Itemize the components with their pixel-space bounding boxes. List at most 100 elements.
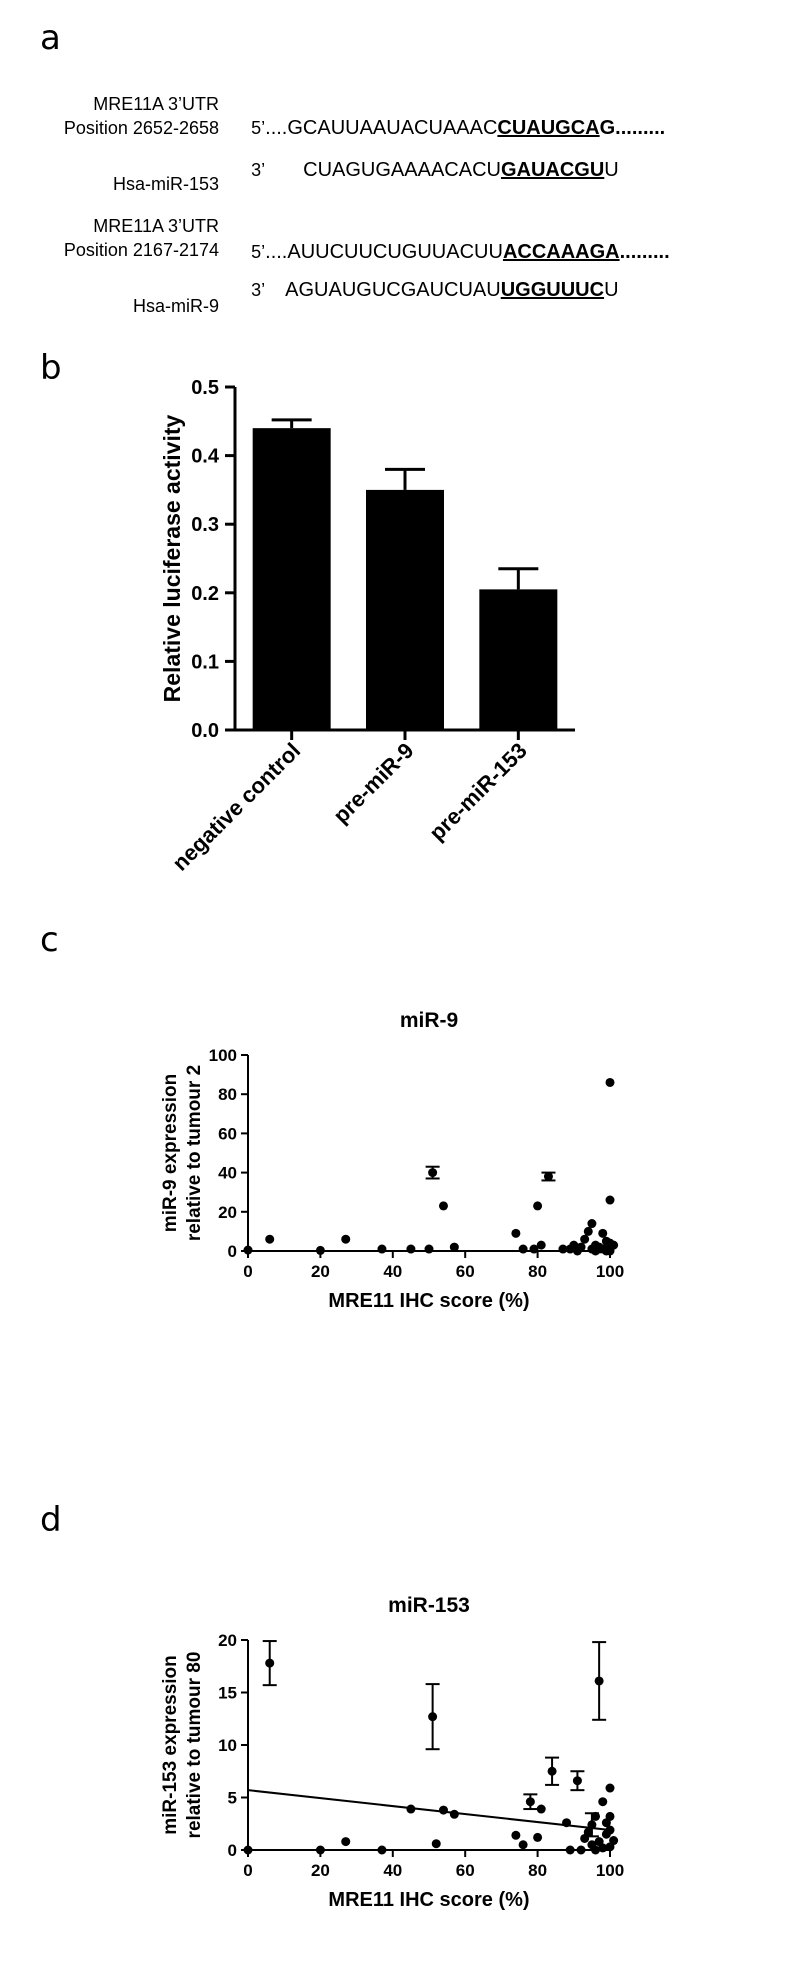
seq-after: U bbox=[604, 159, 619, 181]
data-point bbox=[572, 1246, 582, 1256]
data-point bbox=[572, 1776, 582, 1786]
y-tick-label: 15 bbox=[218, 1684, 237, 1703]
data-point bbox=[341, 1837, 351, 1847]
data-point bbox=[609, 1240, 619, 1250]
x-tick-label: 40 bbox=[383, 1861, 402, 1880]
mre-label-line-1: MRE11A 3’UTR bbox=[93, 94, 219, 114]
panel-c-letter: c bbox=[40, 920, 59, 960]
bar-2 bbox=[479, 589, 558, 730]
seq-prefix: 5’ bbox=[251, 242, 266, 262]
x-tick-label: 0 bbox=[243, 1861, 252, 1880]
seq-before: AGUAUGUCGAUCUAU bbox=[285, 279, 501, 301]
seq-before: ....GCAUUAAUACUAAAC bbox=[265, 117, 498, 139]
data-point bbox=[431, 1839, 441, 1849]
y-tick-label: 0 bbox=[228, 1242, 237, 1261]
y-axis-title: Relative luciferase activity bbox=[159, 414, 185, 702]
y-tick-label: 0.4 bbox=[191, 446, 220, 468]
data-point bbox=[438, 1201, 448, 1211]
data-point bbox=[449, 1809, 459, 1819]
regression-line bbox=[247, 1789, 611, 1832]
data-point bbox=[533, 1832, 543, 1842]
seq-line-3prime-2: 3’ AGUAUGUCGAUCUAUUGGUUUCU bbox=[240, 256, 619, 302]
seq-after: ......... bbox=[619, 241, 670, 263]
data-point bbox=[533, 1201, 543, 1211]
mirna-label-2: Hsa-miR-9 bbox=[132, 296, 219, 316]
seq-prefix: 3’ bbox=[251, 280, 266, 300]
y-tick-label: 20 bbox=[218, 1631, 237, 1650]
mre-label-1: MRE11A 3’UTR Position 2652-2658 bbox=[64, 92, 219, 140]
data-point bbox=[609, 1836, 619, 1846]
mirna-label-1: Hsa-miR-153 bbox=[112, 174, 219, 194]
data-point bbox=[265, 1658, 275, 1668]
seq-bold: ACCAAAGA bbox=[502, 241, 620, 263]
seq-before: CUAGUGAAAACACU bbox=[303, 159, 501, 181]
x-tick-label: pre-miR-9 bbox=[328, 738, 418, 828]
y-axis-title-line: relative to tumour 2 bbox=[184, 1065, 205, 1241]
y-tick-label: 0.1 bbox=[191, 651, 219, 673]
mir9-scatter-chart: miR-9 0 20 40 60 80 100 0 20 40 60 80 100 MRE11 IHC s… bbox=[160, 1009, 624, 1312]
mre-label-line-1: MRE11A 3’UTR bbox=[93, 216, 219, 236]
y-tick-label: 40 bbox=[218, 1164, 237, 1183]
chart-title: miR-153 bbox=[388, 1594, 470, 1617]
y-tick-label: 100 bbox=[209, 1046, 237, 1065]
y-tick-label: 80 bbox=[218, 1085, 237, 1104]
data-point bbox=[438, 1805, 448, 1815]
x-tick-label: 20 bbox=[311, 1861, 330, 1880]
seq-line-3prime-1: 3’ CUAGUGAAAACACUGAUACGUU bbox=[240, 136, 619, 182]
data-point bbox=[583, 1827, 593, 1837]
data-point bbox=[583, 1226, 593, 1236]
seq-before: ....AUUCUUCUGUUACUU bbox=[265, 241, 503, 263]
seq-bold: GAUACGU bbox=[500, 159, 605, 181]
data-point bbox=[605, 1195, 615, 1205]
data-point bbox=[558, 1244, 568, 1254]
data-point bbox=[243, 1845, 253, 1855]
data-point bbox=[428, 1712, 438, 1722]
data-point bbox=[562, 1818, 572, 1828]
data-point bbox=[594, 1676, 604, 1686]
y-tick-label: 5 bbox=[228, 1789, 237, 1808]
x-tick-label: 80 bbox=[528, 1861, 547, 1880]
data-point bbox=[525, 1797, 535, 1807]
data-point bbox=[518, 1840, 528, 1850]
y-tick-label: 0.2 bbox=[191, 583, 219, 605]
seq-after: G......... bbox=[599, 117, 666, 139]
data-point bbox=[576, 1845, 586, 1855]
data-point bbox=[587, 1219, 597, 1229]
x-tick-label: 100 bbox=[596, 1262, 624, 1281]
x-tick-label: 60 bbox=[456, 1861, 475, 1880]
seq-line-5prime-2: 5’....AUUCUUCUGUUACUUACCAAAGA......... bbox=[240, 218, 670, 264]
data-point bbox=[315, 1245, 325, 1255]
data-point bbox=[598, 1228, 608, 1238]
mir153-scatter-chart: miR-153 0 5 10 15 20 0 20 40 60 80 100 MRE11 IHC sco… bbox=[160, 1594, 624, 1911]
data-point bbox=[587, 1820, 597, 1830]
x-tick-label: negative control bbox=[167, 738, 305, 876]
seq-bold: UGGUUUC bbox=[500, 279, 605, 301]
x-tick-label: 60 bbox=[456, 1262, 475, 1281]
y-tick-label: 0.3 bbox=[191, 514, 219, 536]
seq-prefix: 5’ bbox=[251, 118, 266, 138]
data-point bbox=[587, 1840, 597, 1850]
mre-label-line-2: Position 2167-2174 bbox=[63, 240, 219, 260]
y-tick-label: 60 bbox=[218, 1124, 237, 1143]
y-tick-label: 0.5 bbox=[191, 377, 219, 399]
x-tick-label: 20 bbox=[311, 1262, 330, 1281]
panel-b-letter: b bbox=[40, 348, 62, 388]
data-point bbox=[580, 1234, 590, 1244]
y-axis-title-line: miR-153 expression bbox=[160, 1655, 181, 1835]
x-tick-label: 100 bbox=[596, 1861, 624, 1880]
data-point bbox=[428, 1168, 438, 1178]
seq-after: U bbox=[604, 279, 619, 301]
x-tick-label: 40 bbox=[383, 1262, 402, 1281]
data-point bbox=[449, 1242, 459, 1252]
x-axis-title: MRE11 IHC score (%) bbox=[328, 1290, 529, 1312]
data-point bbox=[511, 1228, 521, 1238]
data-point bbox=[424, 1244, 434, 1254]
x-axis-title: MRE11 IHC score (%) bbox=[328, 1889, 529, 1911]
data-point bbox=[547, 1766, 557, 1776]
data-point bbox=[243, 1245, 253, 1255]
data-point bbox=[536, 1240, 546, 1250]
data-point bbox=[605, 1825, 615, 1835]
panel-a-letter: a bbox=[40, 18, 61, 58]
data-point bbox=[601, 1818, 611, 1828]
x-tick-label: pre-miR-153 bbox=[424, 738, 532, 846]
